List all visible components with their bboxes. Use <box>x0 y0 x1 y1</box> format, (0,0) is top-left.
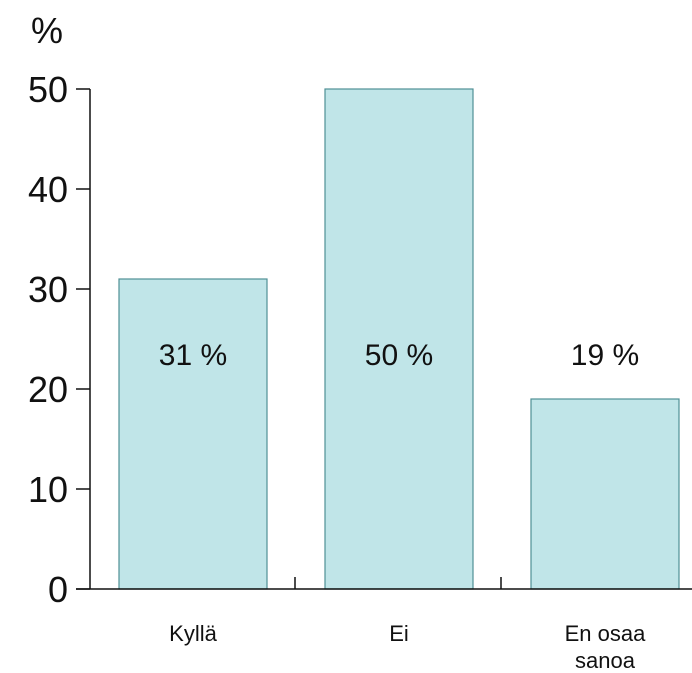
data-label: 19 % <box>571 339 639 372</box>
bar <box>118 278 268 590</box>
y-tick-label: 40 <box>28 169 68 210</box>
data-label: 31 % <box>159 339 227 372</box>
y-axis: 0 10 20 30 40 50 <box>28 69 91 610</box>
x-category-label: En osaa <box>565 621 646 646</box>
x-category-label: sanoa <box>575 648 636 673</box>
x-category-label: Kyllä <box>169 621 217 646</box>
y-tick-label: 10 <box>28 469 68 510</box>
y-tick-label: 30 <box>28 269 68 310</box>
x-category-label: Ei <box>389 621 409 646</box>
bar <box>530 398 680 590</box>
y-tick-label: 0 <box>48 569 68 610</box>
y-axis-label: % <box>31 10 63 51</box>
data-label: 50 % <box>365 339 433 372</box>
y-tick-label: 20 <box>28 369 68 410</box>
y-tick-label: 50 <box>28 69 68 110</box>
bars: 31 % 50 % 19 % <box>118 88 680 590</box>
